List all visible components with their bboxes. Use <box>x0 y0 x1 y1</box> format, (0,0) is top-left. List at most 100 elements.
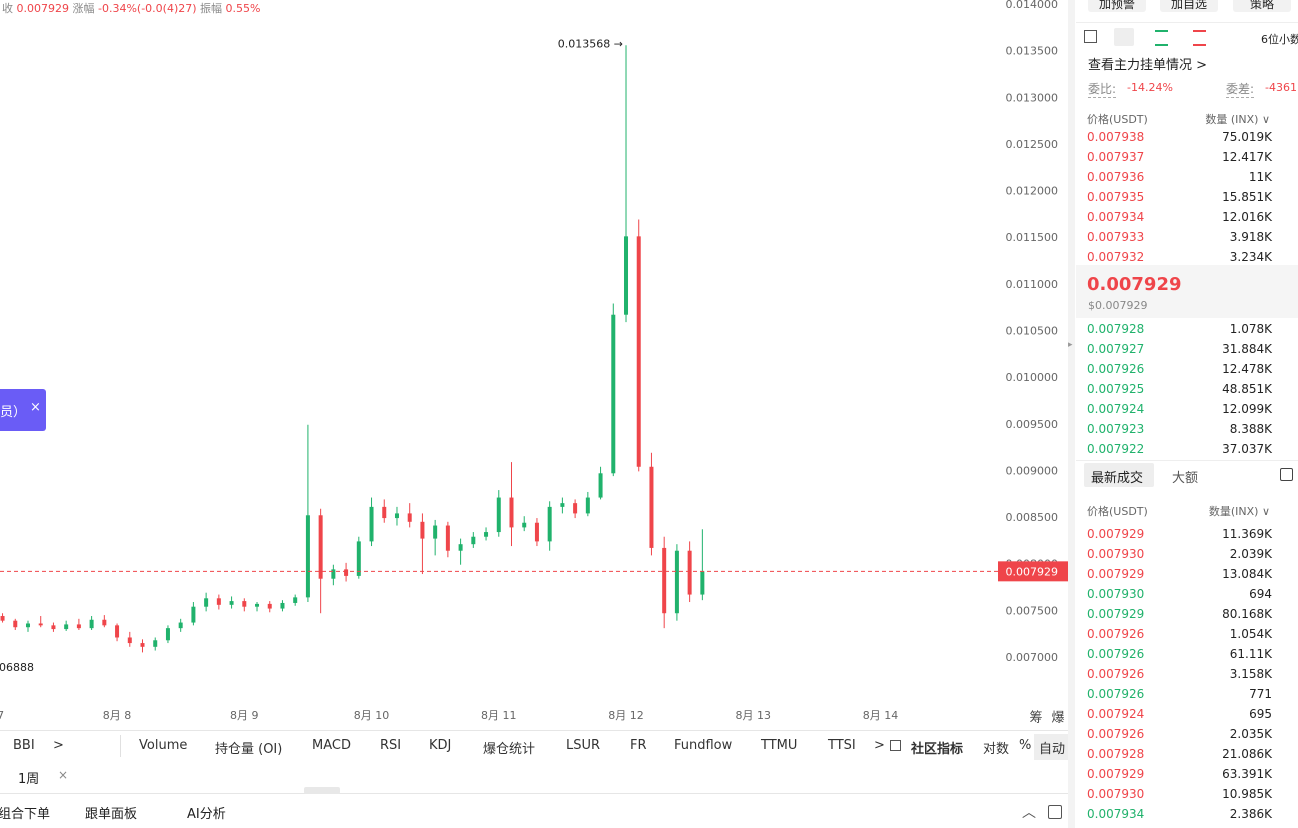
icon[interactable] <box>1084 30 1097 43</box>
trade-row[interactable]: 0.007934 2.386K <box>1087 807 1272 827</box>
indicator-item[interactable]: FR <box>630 738 647 753</box>
trade-row[interactable]: 0.007926 1.054K <box>1087 627 1272 647</box>
candle-body <box>13 620 18 628</box>
indicator-item[interactable]: 社区指标 <box>911 742 964 757</box>
gutter-arrow[interactable]: ▸ <box>1068 340 1073 350</box>
trade-row[interactable]: 0.007930 694 <box>1087 587 1272 607</box>
resize-handle[interactable] <box>304 787 340 794</box>
collapse-icon[interactable]: ︿ <box>1022 805 1036 821</box>
price: 0.007926 <box>1087 627 1145 641</box>
ask-row[interactable]: 0.007932 3.234K <box>1087 250 1272 270</box>
bid-row[interactable]: 0.007922 37.037K <box>1087 442 1272 462</box>
toast[interactable]: 员） × <box>0 389 46 431</box>
bottom-tab[interactable]: 跟单面板 <box>85 807 138 822</box>
trade-row[interactable]: 0.007930 10.985K <box>1087 787 1272 807</box>
candle-body <box>624 236 629 315</box>
trade-row[interactable]: 0.007926 61.11K <box>1087 647 1272 667</box>
trade-row[interactable]: 0.007928 21.086K <box>1087 747 1272 767</box>
indicator-item[interactable]: TTSI <box>828 738 856 753</box>
max-label: 0.013568 → <box>558 37 623 50</box>
decimals[interactable]: 6位小数 <box>1261 33 1298 46</box>
candle-body <box>585 497 590 514</box>
trade-row[interactable]: 0.007930 2.039K <box>1087 547 1272 567</box>
ask-row[interactable]: 0.007936 11K <box>1087 170 1272 190</box>
panel-button[interactable]: 加预警 <box>1088 0 1146 12</box>
ask-row[interactable]: 0.007933 3.918K <box>1087 230 1272 250</box>
indicator-item[interactable]: 爆仓统计 <box>483 742 536 757</box>
trade-row[interactable]: 0.007929 80.168K <box>1087 607 1272 627</box>
bottom-tab[interactable]: AI分析 <box>187 807 226 822</box>
trades-tab[interactable]: 最新成交 <box>1091 471 1144 486</box>
candle-body <box>662 547 667 614</box>
trades-tab[interactable]: 大额 <box>1172 471 1199 486</box>
icon[interactable] <box>1155 30 1168 46</box>
indicator-item[interactable]: % <box>1019 738 1032 753</box>
quantity: 61.11K <box>1229 647 1272 661</box>
indicator-item[interactable]: 对数 <box>983 742 1010 757</box>
trade-row[interactable]: 0.007929 63.391K <box>1087 767 1272 787</box>
indicator-item[interactable]: KDJ <box>429 738 452 753</box>
bid-row[interactable]: 0.007924 12.099K <box>1087 402 1272 422</box>
trade-row[interactable]: 0.007926 2.035K <box>1087 727 1272 747</box>
bid-row[interactable]: 0.007928 1.078K <box>1087 322 1272 342</box>
indicator-item[interactable]: 持仓量 (OI) <box>215 742 283 757</box>
y-tick-label: 0.007500 <box>1006 604 1059 617</box>
candle-body <box>420 521 425 539</box>
depth-link[interactable]: 查看主力挂单情况 > <box>1088 58 1208 73</box>
indicator-item[interactable]: MACD <box>312 738 351 753</box>
amplitude-value: 0.55% <box>225 2 261 15</box>
ask-row[interactable]: 0.007937 12.417K <box>1087 150 1272 170</box>
divider <box>0 730 1068 731</box>
quantity: 75.019K <box>1222 130 1272 144</box>
trade-row[interactable]: 0.007929 11.369K <box>1087 527 1272 547</box>
ask-row[interactable]: 0.007938 75.019K <box>1087 130 1272 150</box>
quantity: 13.084K <box>1222 567 1272 581</box>
price: 0.007926 <box>1087 362 1145 376</box>
icon[interactable] <box>1193 30 1206 46</box>
indicator-item[interactable]: Volume <box>139 738 188 753</box>
candle-body <box>76 624 81 629</box>
indicator-item[interactable]: Fundflow <box>674 738 733 753</box>
candle-body <box>509 497 514 528</box>
expand-icon[interactable] <box>1048 805 1062 819</box>
price: 0.007924 <box>1087 402 1145 416</box>
period-close[interactable]: × <box>58 768 69 782</box>
icon[interactable] <box>890 740 901 751</box>
trade-row[interactable]: 0.007924 695 <box>1087 707 1272 727</box>
ask-row[interactable]: 0.007934 12.016K <box>1087 210 1272 230</box>
icon[interactable] <box>1114 28 1134 46</box>
checkbox[interactable] <box>1280 468 1293 481</box>
divider <box>120 735 121 757</box>
bottom-tab[interactable]: 组合下单 <box>0 807 51 822</box>
panel-button[interactable]: 加自选 <box>1160 0 1218 12</box>
axis-icon: 筹 <box>1029 710 1042 726</box>
trade-row[interactable]: 0.007926 771 <box>1087 687 1272 707</box>
candle-body <box>255 603 260 607</box>
quantity: 1.078K <box>1229 322 1272 336</box>
quantity: 3.918K <box>1229 230 1272 244</box>
bid-row[interactable]: 0.007926 12.478K <box>1087 362 1272 382</box>
bid-row[interactable]: 0.007923 8.388K <box>1087 422 1272 442</box>
indicator-item[interactable]: TTMU <box>761 738 798 753</box>
candle-body <box>89 619 94 629</box>
indicator-item[interactable]: BBI <box>13 738 35 753</box>
trade-row[interactable]: 0.007926 3.158K <box>1087 667 1272 687</box>
toast-close[interactable]: × <box>30 400 41 415</box>
ask-row[interactable]: 0.007935 15.851K <box>1087 190 1272 210</box>
indicator-item[interactable]: > <box>874 738 885 753</box>
candle-body <box>636 236 641 467</box>
candle-body <box>140 643 145 647</box>
indicator-item[interactable]: > <box>53 738 64 753</box>
candle-body <box>356 541 361 576</box>
bid-row[interactable]: 0.007925 48.851K <box>1087 382 1272 402</box>
x-tick-label: 8月 11 <box>481 709 517 722</box>
panel-button[interactable]: 策略 <box>1233 0 1291 12</box>
indicator-item[interactable]: LSUR <box>566 738 601 753</box>
period-tab[interactable]: 1周 <box>18 772 40 787</box>
bid-row[interactable]: 0.007927 31.884K <box>1087 342 1272 362</box>
trade-row[interactable]: 0.007929 13.084K <box>1087 567 1272 587</box>
price: 0.007925 <box>1087 382 1145 396</box>
indicator-item[interactable]: 自动 <box>1039 742 1066 757</box>
y-tick-label: 0.013500 <box>1006 45 1059 58</box>
indicator-item[interactable]: RSI <box>380 738 402 753</box>
